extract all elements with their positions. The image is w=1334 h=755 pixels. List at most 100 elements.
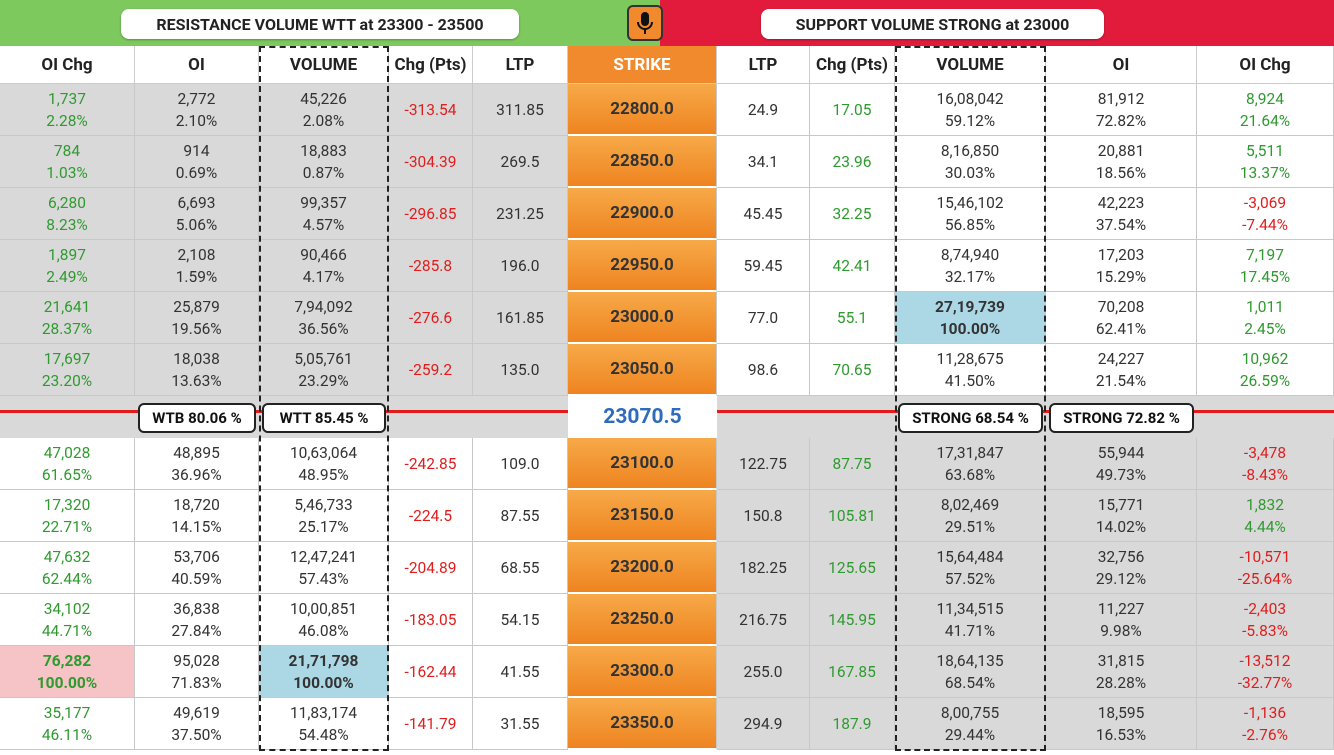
oi-value: 55,944: [1097, 443, 1145, 462]
volume-value: 90,466: [300, 245, 347, 264]
oi-chg-value: 5,511: [1246, 141, 1284, 160]
oi-chg-value: -10,571: [1239, 547, 1291, 566]
ltp-cell: 87.55: [473, 490, 568, 542]
volume-cell: 8,02,469 29.51%: [895, 490, 1046, 542]
strike-cell: 22900.0: [568, 188, 717, 240]
volume-cell: 5,46,733 25.17%: [259, 490, 389, 542]
mic-button[interactable]: [627, 5, 663, 41]
oi-pct: 5.06%: [175, 215, 218, 234]
volume-cell: 90,466 4.17%: [259, 240, 389, 292]
ltp-cell: 311.85: [473, 84, 568, 136]
oi-chg-cell: 8,924 21.64%: [1197, 84, 1334, 136]
chg-pts-cell: 125.65: [810, 542, 895, 594]
ltp-cell: 68.55: [473, 542, 568, 594]
oi-chg-cell: 6,280 8.23%: [0, 188, 135, 240]
chg-pts-cell: -313.54: [389, 84, 473, 136]
volume-cell: 18,64,135 68.54%: [895, 646, 1046, 698]
volume-value: 11,83,174: [289, 703, 358, 722]
volume-pct: 29.44%: [944, 725, 996, 744]
oi-chg-cell: 17,320 22.71%: [0, 490, 135, 542]
volume-pct: 56.85%: [944, 215, 996, 234]
oi-pct: 71.83%: [171, 673, 222, 692]
oi-chg-value: 17,697: [43, 349, 91, 368]
volume-cell: 10,63,064 48.95%: [259, 438, 389, 490]
volume-cell: 11,28,675 41.50%: [895, 344, 1046, 396]
oi-cell: 31,815 28.28%: [1046, 646, 1197, 698]
oi-chg-value: 6,280: [48, 193, 86, 212]
ltp-cell: 41.55: [473, 646, 568, 698]
chg-pts-cell: 23.96: [810, 136, 895, 188]
oi-chg-cell: 10,962 26.59%: [1197, 344, 1334, 396]
chg-pts-cell: -183.05: [389, 594, 473, 646]
oi-chg-pct: -8.43%: [1242, 465, 1288, 484]
oi-value: 42,223: [1097, 193, 1145, 212]
oi-pct: 13.63%: [171, 371, 222, 390]
oi-chg-pct: -32.77%: [1237, 673, 1293, 692]
oi-chg-value: 35,177: [43, 703, 91, 722]
volume-value: 8,74,940: [940, 245, 1000, 264]
oi-cell: 6,693 5.06%: [135, 188, 259, 240]
spot-badge: STRONG 72.82 %: [1049, 403, 1194, 433]
strike-cell: 22950.0: [568, 240, 717, 292]
oi-chg-cell: 21,641 28.37%: [0, 292, 135, 344]
oi-pct: 40.59%: [171, 569, 222, 588]
spot-badge: STRONG 68.54 %: [898, 403, 1043, 433]
oi-value: 25,879: [173, 297, 220, 316]
oi-value: 32,756: [1097, 547, 1145, 566]
oi-pct: 37.54%: [1095, 215, 1147, 234]
chg-pts-cell: -204.89: [389, 542, 473, 594]
volume-value: 8,00,755: [940, 703, 1000, 722]
volume-pct: 25.17%: [298, 517, 349, 536]
oi-value: 20,881: [1097, 141, 1145, 160]
volume-pct: 54.48%: [298, 725, 349, 744]
oi-value: 49,619: [173, 703, 220, 722]
oi-value: 17,203: [1097, 245, 1145, 264]
oi-pct: 37.50%: [171, 725, 222, 744]
strike-cell: 22850.0: [568, 136, 717, 188]
volume-value: 45,226: [300, 89, 347, 108]
oi-chg-cell: 47,632 62.44%: [0, 542, 135, 594]
oi-pct: 49.73%: [1095, 465, 1147, 484]
chg-pts-cell: -304.39: [389, 136, 473, 188]
column-header: OI: [1046, 46, 1197, 84]
volume-value: 27,19,739: [935, 297, 1005, 316]
column-header: OI Chg: [0, 46, 135, 84]
volume-pct: 4.17%: [302, 267, 345, 286]
oi-pct: 14.15%: [171, 517, 222, 536]
ltp-cell: 34.1: [717, 136, 810, 188]
oi-chg-pct: 8.23%: [46, 215, 88, 234]
oi-pct: 0.69%: [175, 163, 218, 182]
strike-cell: 23250.0: [568, 594, 717, 646]
oi-chg-value: -1,136: [1243, 703, 1287, 722]
oi-chg-cell: -3,478 -8.43%: [1197, 438, 1334, 490]
volume-pct: 46.08%: [298, 621, 349, 640]
spot-price: 23070.5: [568, 396, 717, 438]
oi-cell: 32,756 29.12%: [1046, 542, 1197, 594]
volume-value: 21,71,798: [288, 651, 359, 670]
oi-cell: 36,838 27.84%: [135, 594, 259, 646]
column-header: Chg (Pts): [389, 46, 473, 84]
oi-pct: 16.53%: [1095, 725, 1147, 744]
ltp-cell: 231.25: [473, 188, 568, 240]
chg-pts-cell: -296.85: [389, 188, 473, 240]
oi-chg-value: -3,069: [1243, 193, 1287, 212]
chg-pts-cell: -141.79: [389, 698, 473, 750]
column-header: LTP: [473, 46, 568, 84]
oi-chg-value: 1,737: [48, 89, 86, 108]
oi-pct: 36.96%: [171, 465, 222, 484]
volume-cell: 5,05,761 23.29%: [259, 344, 389, 396]
volume-cell: 11,34,515 41.71%: [895, 594, 1046, 646]
volume-pct: 100.00%: [939, 319, 1001, 338]
volume-value: 5,46,733: [294, 495, 353, 514]
oi-chg-pct: 22.71%: [41, 517, 93, 536]
oi-cell: 95,028 71.83%: [135, 646, 259, 698]
oi-chg-pct: -5.83%: [1242, 621, 1288, 640]
column-header: LTP: [717, 46, 810, 84]
oi-cell: 25,879 19.56%: [135, 292, 259, 344]
strike-cell: 23100.0: [568, 438, 717, 490]
oi-chg-cell: 35,177 46.11%: [0, 698, 135, 750]
column-header: STRIKE: [568, 46, 717, 84]
oi-chg-cell: 1,011 2.45%: [1197, 292, 1334, 344]
oi-chg-cell: 17,697 23.20%: [0, 344, 135, 396]
oi-chg-cell: 47,028 61.65%: [0, 438, 135, 490]
